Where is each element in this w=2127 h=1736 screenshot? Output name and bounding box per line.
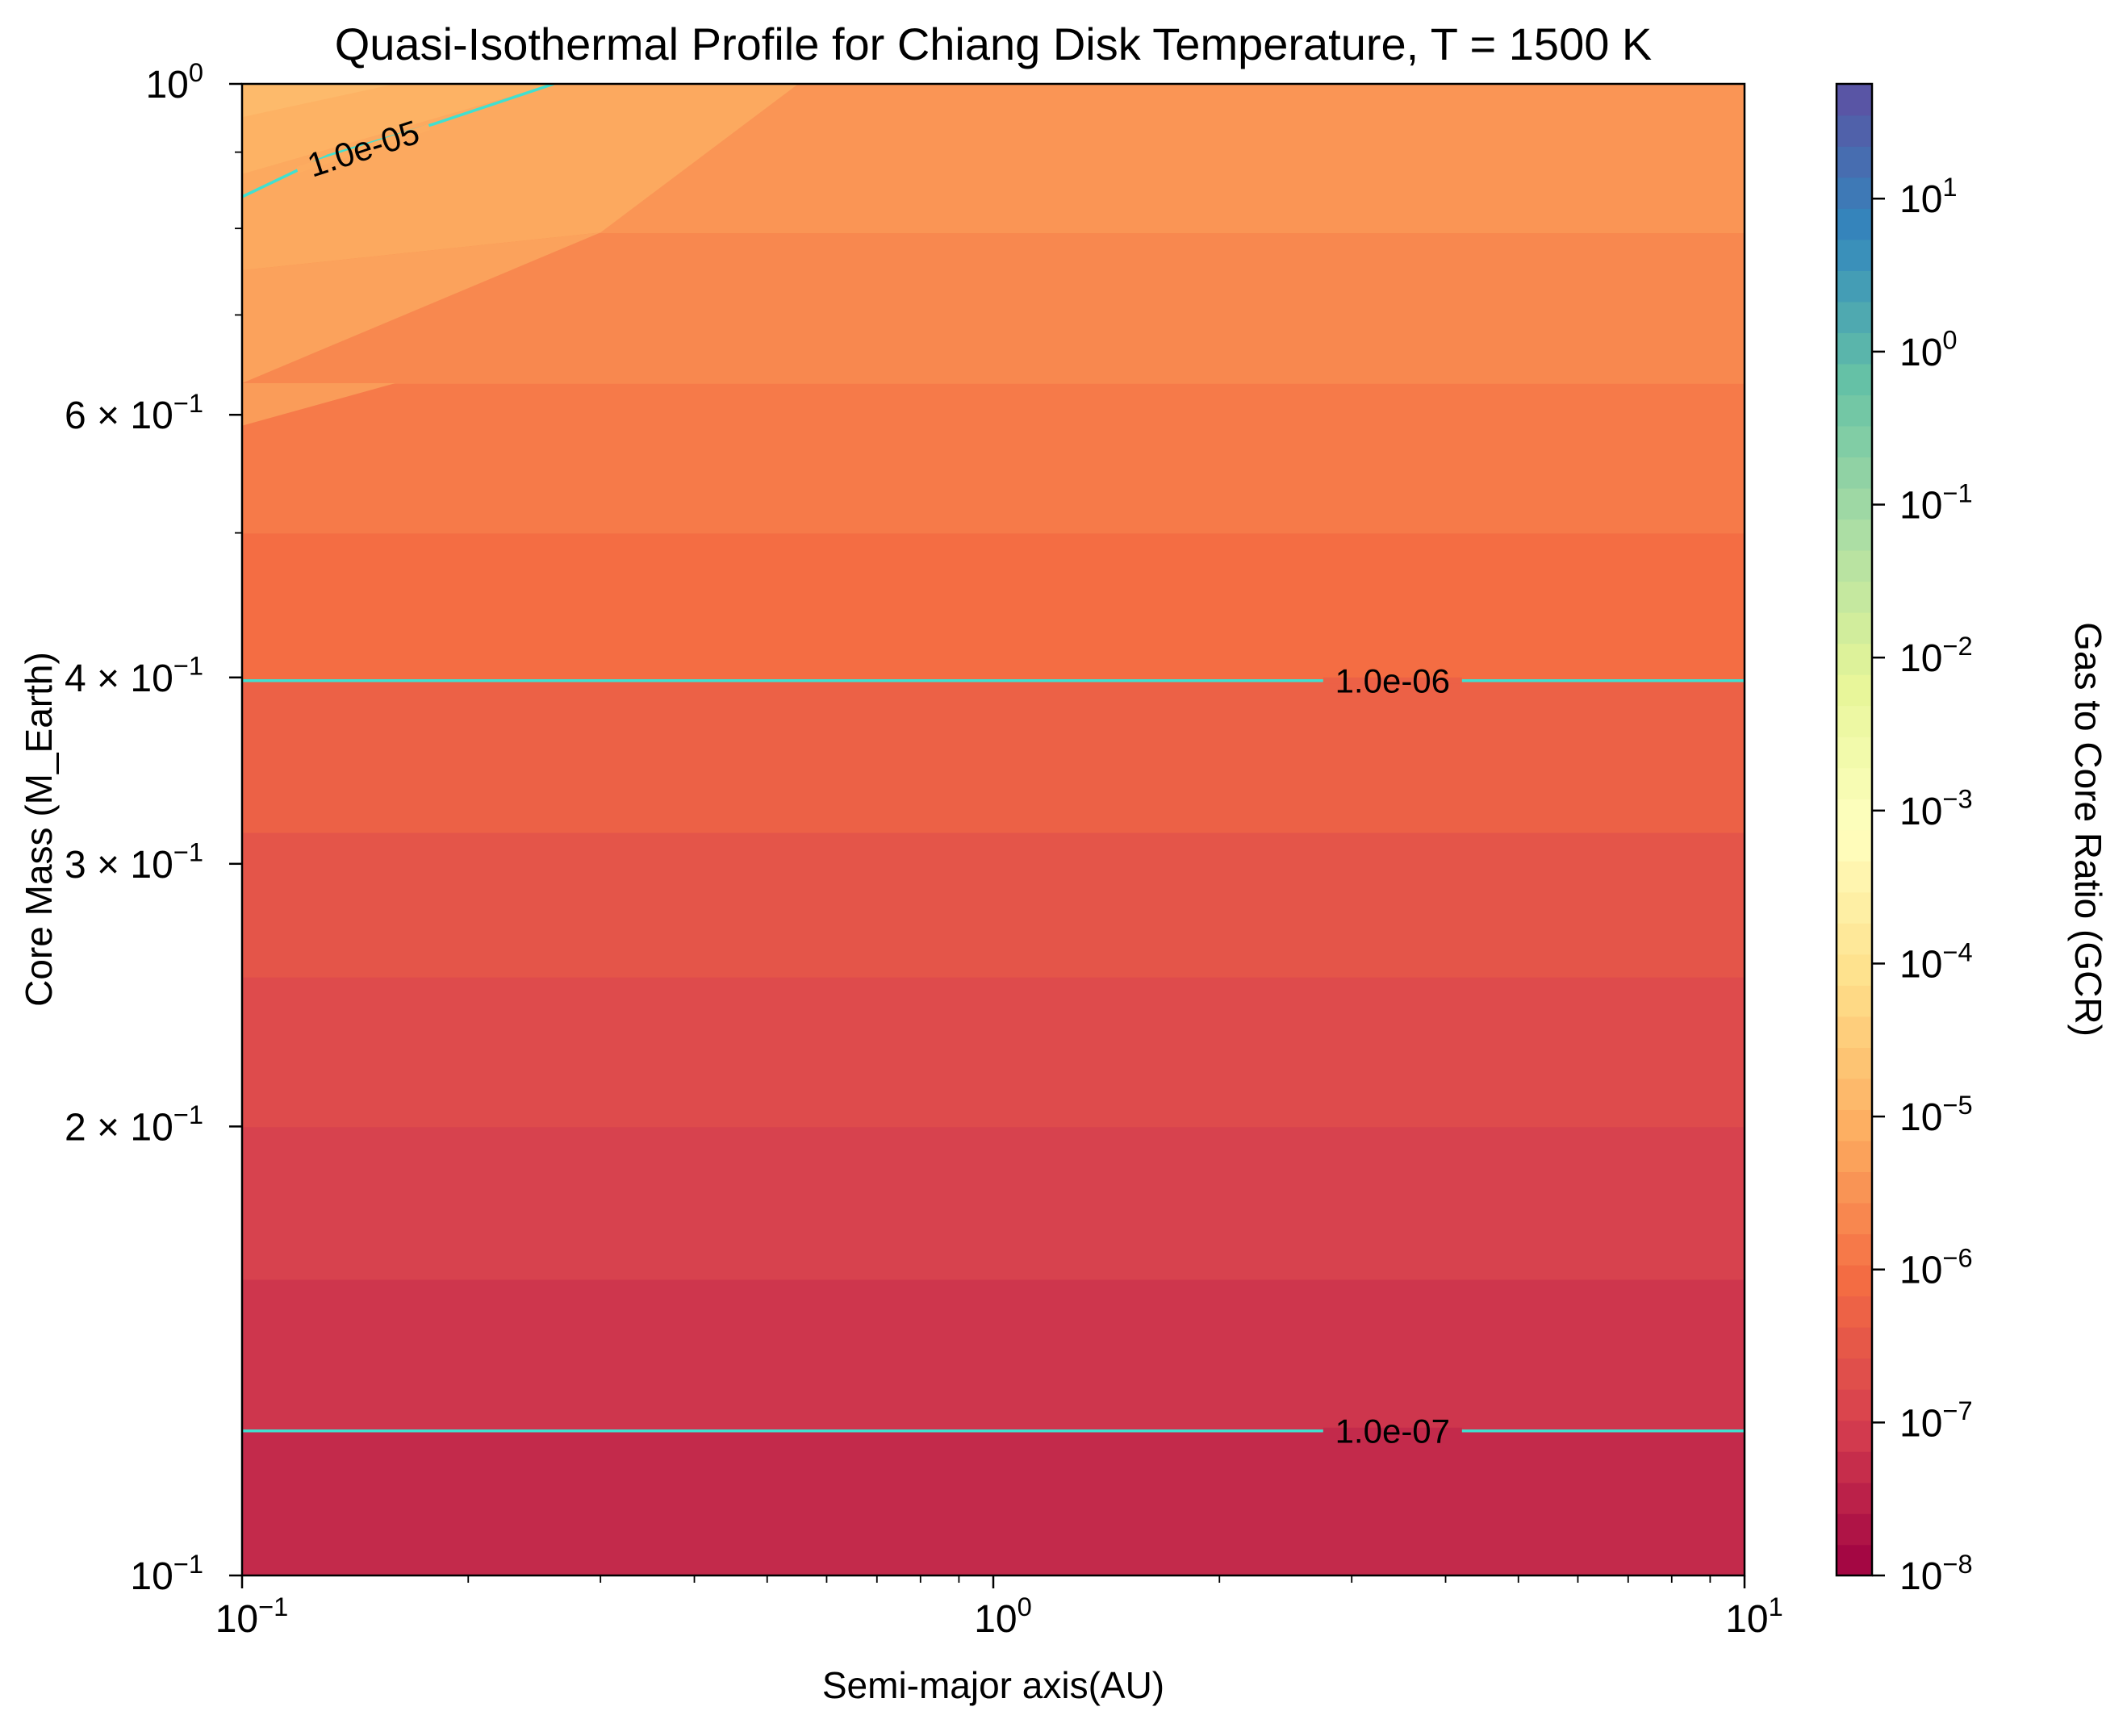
colorbar-tick-label: 10−2 <box>1899 631 1973 680</box>
contour-label: 1.0e-06 <box>1335 661 1450 699</box>
contour-band <box>242 532 1745 682</box>
colorbar-tick-label: 10−1 <box>1899 478 1973 527</box>
y-tick-label: 100 <box>145 57 203 106</box>
colorbar-swatch <box>1837 363 1872 396</box>
colorbar-tick-label: 10−8 <box>1899 1549 1973 1598</box>
colorbar-tick-label: 10−4 <box>1899 937 1973 986</box>
colorbar-frame <box>1835 82 1874 1577</box>
colorbar-tick-label: 10−5 <box>1899 1090 1973 1139</box>
colorbar-tick-label: 101 <box>1899 172 1958 221</box>
colorbar: 10−8 10−7 10−6 10−5 10−4 10−3 10−2 10−1 100 101 <box>1835 82 1973 1598</box>
colorbar-swatch <box>1837 1388 1872 1421</box>
colorbar-swatch <box>1837 1047 1872 1079</box>
contour-label: 1.0e-07 <box>1335 1412 1450 1450</box>
colorbar-swatch <box>1837 1513 1872 1546</box>
contour-lines <box>242 84 1745 1434</box>
y-axis: 10−1 2 × 10−1 3 × 10−1 4 × 10−1 6 × 10−1 100 <box>65 57 242 1598</box>
contour-region <box>242 383 395 426</box>
colorbar-swatch <box>1837 1016 1872 1048</box>
contour-band <box>242 832 1745 978</box>
contour-band <box>242 976 1745 1128</box>
colorbar-swatch <box>1837 1078 1872 1110</box>
colorbar-swatch <box>1837 1450 1872 1484</box>
contour-band <box>242 680 1745 833</box>
colorbar-swatch <box>1837 177 1872 209</box>
y-tick-label: 10−1 <box>130 1549 203 1598</box>
colorbar-swatch <box>1837 487 1872 520</box>
colorbar-swatch <box>1837 457 1872 489</box>
colorbar-swatch <box>1837 1544 1872 1576</box>
colorbar-swatch <box>1837 1233 1872 1266</box>
chart-title: Quasi-Isothermal Profile for Chiang Disk… <box>335 19 1653 69</box>
colorbar-swatch <box>1837 208 1872 240</box>
y-tick-label: 2 × 10−1 <box>65 1100 203 1149</box>
colorbar-swatch <box>1837 954 1872 986</box>
colorbar-swatch <box>1837 643 1872 675</box>
contour-fill <box>242 84 1745 1575</box>
colorbar-swatch <box>1837 891 1872 924</box>
colorbar-tick-label: 10−7 <box>1899 1396 1973 1445</box>
contour-region <box>242 84 554 174</box>
y-tick-label: 3 × 10−1 <box>65 837 203 887</box>
colorbar-swatch <box>1837 519 1872 551</box>
colorbar-swatch <box>1837 425 1872 458</box>
x-axis: 10−1 100 101 <box>215 1575 1783 1641</box>
colorbar-swatch <box>1837 1109 1872 1141</box>
colorbar-swatch <box>1837 1171 1872 1204</box>
colorbar-tick-label: 10−6 <box>1899 1243 1973 1292</box>
colorbar-swatch <box>1837 1296 1872 1328</box>
y-tick-label: 6 × 10−1 <box>65 388 203 437</box>
colorbar-swatch <box>1837 270 1872 303</box>
contour-band <box>242 1430 1745 1575</box>
colorbar-swatch <box>1837 1326 1872 1359</box>
colorbar-swatch <box>1837 1140 1872 1173</box>
colorbar-swatch <box>1837 767 1872 799</box>
colorbar-swatch <box>1837 1202 1872 1235</box>
colorbar-swatch <box>1837 1264 1872 1297</box>
colorbar-label: Gas to Core Ratio (GCR) <box>2067 622 2109 1037</box>
colorbar-swatch <box>1837 736 1872 769</box>
colorbar-swatch <box>1837 332 1872 365</box>
x-tick-label: 101 <box>1725 1592 1783 1641</box>
colorbar-swatch <box>1837 705 1872 737</box>
colorbar-swatch <box>1837 581 1872 613</box>
colorbar-swatch <box>1837 611 1872 645</box>
colorbar-swatch <box>1837 301 1872 333</box>
colorbar-swatch <box>1837 674 1872 707</box>
contour-region <box>242 84 395 118</box>
contour-band <box>242 1126 1745 1280</box>
colorbar-swatch <box>1837 146 1872 178</box>
colorbar-swatch <box>1837 985 1872 1017</box>
contour-band <box>242 383 1745 534</box>
colorbar-swatch <box>1837 549 1872 582</box>
x-tick-label: 100 <box>974 1592 1032 1641</box>
contour-band <box>242 1279 1745 1432</box>
x-tick-label: 10−1 <box>215 1592 289 1641</box>
colorbar-swatch <box>1837 1420 1872 1452</box>
colorbar-swatch <box>1837 1482 1872 1514</box>
colorbar-swatch <box>1837 861 1872 893</box>
colorbar-swatch <box>1837 798 1872 831</box>
contour-region <box>242 232 601 383</box>
colorbar-tick-label: 100 <box>1899 325 1958 374</box>
colorbar-swatch <box>1837 1358 1872 1390</box>
colorbar-swatch <box>1837 829 1872 862</box>
y-tick-label: 4 × 10−1 <box>65 651 203 700</box>
colorbar-swatch <box>1837 394 1872 427</box>
y-axis-label: Core Mass (M_Earth) <box>18 652 60 1007</box>
colorbar-swatch <box>1837 239 1872 271</box>
colorbar-swatch <box>1837 115 1872 147</box>
x-axis-label: Semi-major axis(AU) <box>822 1664 1164 1706</box>
colorbar-swatch <box>1837 923 1872 955</box>
colorbar-tick-label: 10−3 <box>1899 784 1973 833</box>
colorbar-swatch <box>1837 84 1872 116</box>
